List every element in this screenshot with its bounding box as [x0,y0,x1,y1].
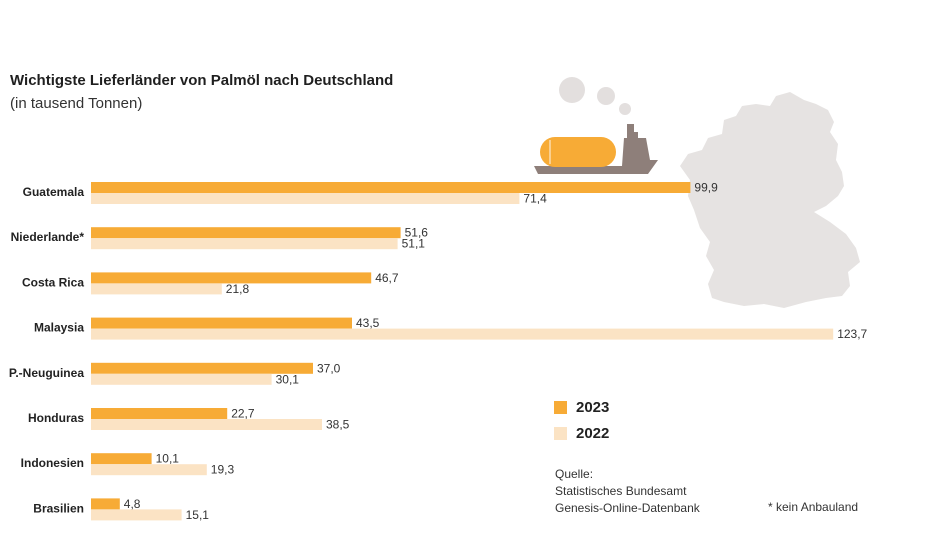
legend-label-2023: 2023 [576,399,610,416]
value-label: 22,7 [231,407,255,421]
value-label: 21,8 [226,282,250,296]
bar-2022 [91,464,207,476]
value-label: 71,4 [523,192,547,206]
bar-2022 [91,193,520,204]
bar-2023 [91,317,352,329]
ship-icon [534,124,658,174]
legend-swatch-2022 [554,427,567,440]
bar-2023 [91,498,120,510]
smoke-puff-icon [619,103,631,115]
value-label: 51,1 [402,237,426,251]
value-label: 19,3 [211,463,235,477]
bar-2023 [91,453,152,465]
bar-2023 [91,182,691,193]
value-label: 37,0 [317,361,341,375]
bar-2023 [91,227,401,239]
bar-2023 [91,272,372,284]
category-label: Costa Rica [22,275,84,289]
category-label: Niederlande* [11,230,85,244]
source-note: Quelle: Statistisches Bundesamt Genesis-… [555,466,700,517]
category-label: P.-Neuguinea [9,366,84,380]
value-label: 123,7 [837,327,867,341]
legend-swatch-2023 [554,401,567,414]
smoke-puff-icon [559,77,585,103]
smoke-puff-icon [597,87,615,105]
footnote: * kein Anbauland [768,500,859,514]
value-label: 51,6 [405,226,429,240]
source-line-2: Statistisches Bundesamt [555,484,687,498]
chart-title: Wichtigste Lieferländer von Palmöl nach … [10,72,394,89]
bar-2022 [91,238,398,250]
bars-group: Guatemala 99,9 71,4 Niederlande* 51,651,1 Cos… [9,181,868,522]
source-line-3: Genesis-Online-Datenbank [555,501,700,515]
bar-2022 [91,283,222,295]
bar-2022 [91,373,272,385]
legend-label-2022: 2022 [576,425,610,442]
category-label: Brasilien [33,501,84,515]
germany-map-icon [680,92,860,308]
oil-tank-icon [540,137,616,167]
value-label: 15,1 [186,508,210,522]
bar-2022 [91,509,182,521]
category-label: Guatemala [23,185,85,199]
value-label: 38,5 [326,418,350,432]
source-line-1: Quelle: [555,467,594,481]
category-label: Malaysia [34,321,84,335]
value-label: 43,5 [356,316,380,330]
bar-2022 [91,328,834,340]
chart-subtitle: (in tausend Tonnen) [10,95,143,112]
category-label: Honduras [28,411,84,425]
category-label: Indonesien [21,456,84,470]
value-label: 30,1 [276,372,300,386]
bar-2023 [91,362,313,374]
bar-2022 [91,419,322,430]
value-label: 46,7 [375,271,399,285]
value-label: 10,1 [156,452,180,466]
bar-2023 [91,408,228,419]
value-label: 99,9 [694,181,718,195]
value-label: 4,8 [124,497,141,511]
